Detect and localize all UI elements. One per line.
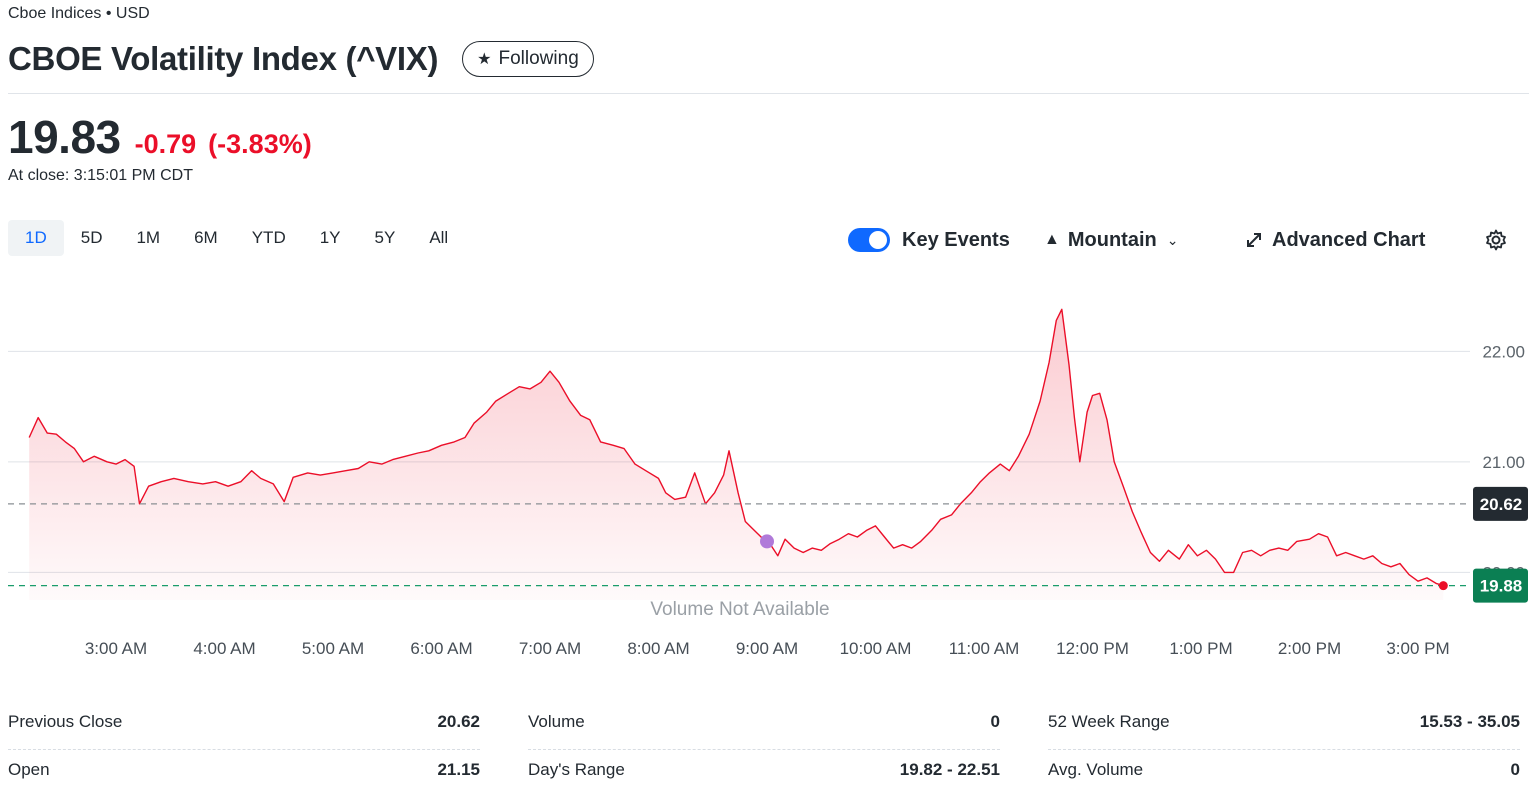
toggle-switch[interactable]: [848, 228, 890, 252]
x-tick-label: 7:00 AM: [519, 639, 581, 658]
range-tab-6m[interactable]: 6M: [194, 228, 218, 247]
stat-value: 0: [990, 711, 1000, 731]
stat-row: Previous Close 20.62: [8, 702, 480, 750]
x-tick-label: 10:00 AM: [840, 639, 912, 658]
previous-close-label: 20.62: [1480, 495, 1523, 514]
stat-value: 20.62: [437, 711, 480, 731]
following-button[interactable]: ★ Following: [462, 41, 594, 77]
stat-label: Previous Close: [8, 711, 123, 731]
stats-column: Volume 0 Day's Range 19.82 - 22.51: [528, 702, 1000, 785]
x-tick-label: 12:00 PM: [1056, 639, 1129, 658]
volume-not-available: Volume Not Available: [650, 599, 829, 620]
last-price-dot: [1438, 581, 1448, 591]
y-tick-label: 21.00: [1482, 453, 1525, 472]
settings-button[interactable]: [1484, 222, 1508, 258]
price-change: -0.79: [134, 129, 197, 159]
exchange-label: Cboe Indices • USD: [8, 5, 150, 22]
x-tick-label: 11:00 AM: [949, 639, 1020, 658]
quote-row: 19.83 -0.79 (-3.83%): [8, 110, 312, 164]
expand-icon: [1247, 233, 1261, 247]
x-tick-label: 9:00 AM: [736, 639, 798, 658]
stat-value: 21.15: [437, 760, 480, 779]
stat-label: Volume: [528, 711, 585, 731]
x-tick-label: 4:00 AM: [193, 639, 255, 658]
stat-row: Avg. Volume 0: [1048, 750, 1520, 785]
range-tab-5d[interactable]: 5D: [80, 228, 103, 247]
range-tab-1y[interactable]: 1Y: [319, 228, 341, 247]
stat-row: Volume 0: [528, 702, 1000, 750]
previous-close-badge: [1473, 486, 1528, 521]
key-events-toggle[interactable]: Key Events: [848, 222, 1010, 258]
range-tab-5y[interactable]: 5Y: [374, 228, 396, 247]
range-tab-1m[interactable]: 1M: [136, 228, 161, 247]
x-tick-label: 1:00 PM: [1169, 639, 1232, 658]
price-line: [28, 308, 1444, 587]
x-tick-label: 5:00 AM: [302, 639, 364, 658]
x-tick-label: 3:00 PM: [1386, 639, 1449, 658]
last-price-badge: [1473, 568, 1528, 603]
star-icon: ★: [477, 51, 492, 68]
range-tabs: 1D 5D 1M 6M YTD 1Y 5Y All: [8, 220, 465, 256]
last-price-label: 19.88: [1480, 577, 1523, 596]
mountain-icon: ▲: [1044, 231, 1060, 248]
stat-label: Avg. Volume: [1048, 760, 1144, 779]
chevron-down-icon: ⌄: [1166, 231, 1179, 248]
x-tick-label: 2:00 PM: [1278, 639, 1341, 658]
stats-column: Previous Close 20.62 Open 21.15: [8, 702, 480, 785]
range-tab-ytd[interactable]: YTD: [251, 228, 286, 247]
close-time: At close: 3:15:01 PM CDT: [8, 167, 193, 184]
current-price: 19.83: [8, 111, 121, 163]
key-events-label: Key Events: [902, 228, 1010, 251]
stat-label: Open: [8, 760, 50, 779]
stat-value: 15.53 - 35.05: [1419, 711, 1520, 731]
range-tab-1d[interactable]: 1D: [8, 220, 64, 256]
stat-row: Open 21.15: [8, 750, 480, 785]
stat-label: Day's Range: [528, 760, 625, 779]
y-tick-label: 22.00: [1482, 342, 1525, 361]
stat-value: 19.82 - 22.51: [899, 760, 1000, 779]
stat-label: 52 Week Range: [1048, 711, 1170, 731]
stats-column: 52 Week Range 15.53 - 35.05 Avg. Volume 0: [1048, 702, 1520, 785]
x-tick-label: 8:00 AM: [627, 639, 689, 658]
price-area: [29, 309, 1444, 600]
title-row: CBOE Volatility Index (^VIX) ★ Following: [8, 40, 594, 78]
header-divider: [8, 93, 1529, 94]
gear-icon: [1486, 229, 1506, 251]
chart-type-label: Mountain: [1067, 228, 1157, 251]
stat-row: 52 Week Range 15.53 - 35.05: [1048, 702, 1520, 750]
following-label: Following: [498, 48, 579, 69]
advanced-chart-button[interactable]: Advanced Chart: [1244, 222, 1425, 258]
stat-value: 0: [1510, 760, 1520, 779]
x-tick-label: 3:00 AM: [85, 639, 147, 658]
stat-row: Day's Range 19.82 - 22.51: [528, 750, 1000, 785]
key-event-marker[interactable]: [760, 534, 774, 549]
page-title: CBOE Volatility Index (^VIX): [8, 40, 439, 77]
x-tick-label: 6:00 AM: [410, 639, 472, 658]
chart-type-dropdown[interactable]: ▲ Mountain ⌄: [1044, 222, 1178, 258]
price-change-percent: (-3.83%): [208, 129, 312, 159]
range-tab-all[interactable]: All: [429, 228, 449, 247]
advanced-chart-label: Advanced Chart: [1272, 228, 1426, 251]
